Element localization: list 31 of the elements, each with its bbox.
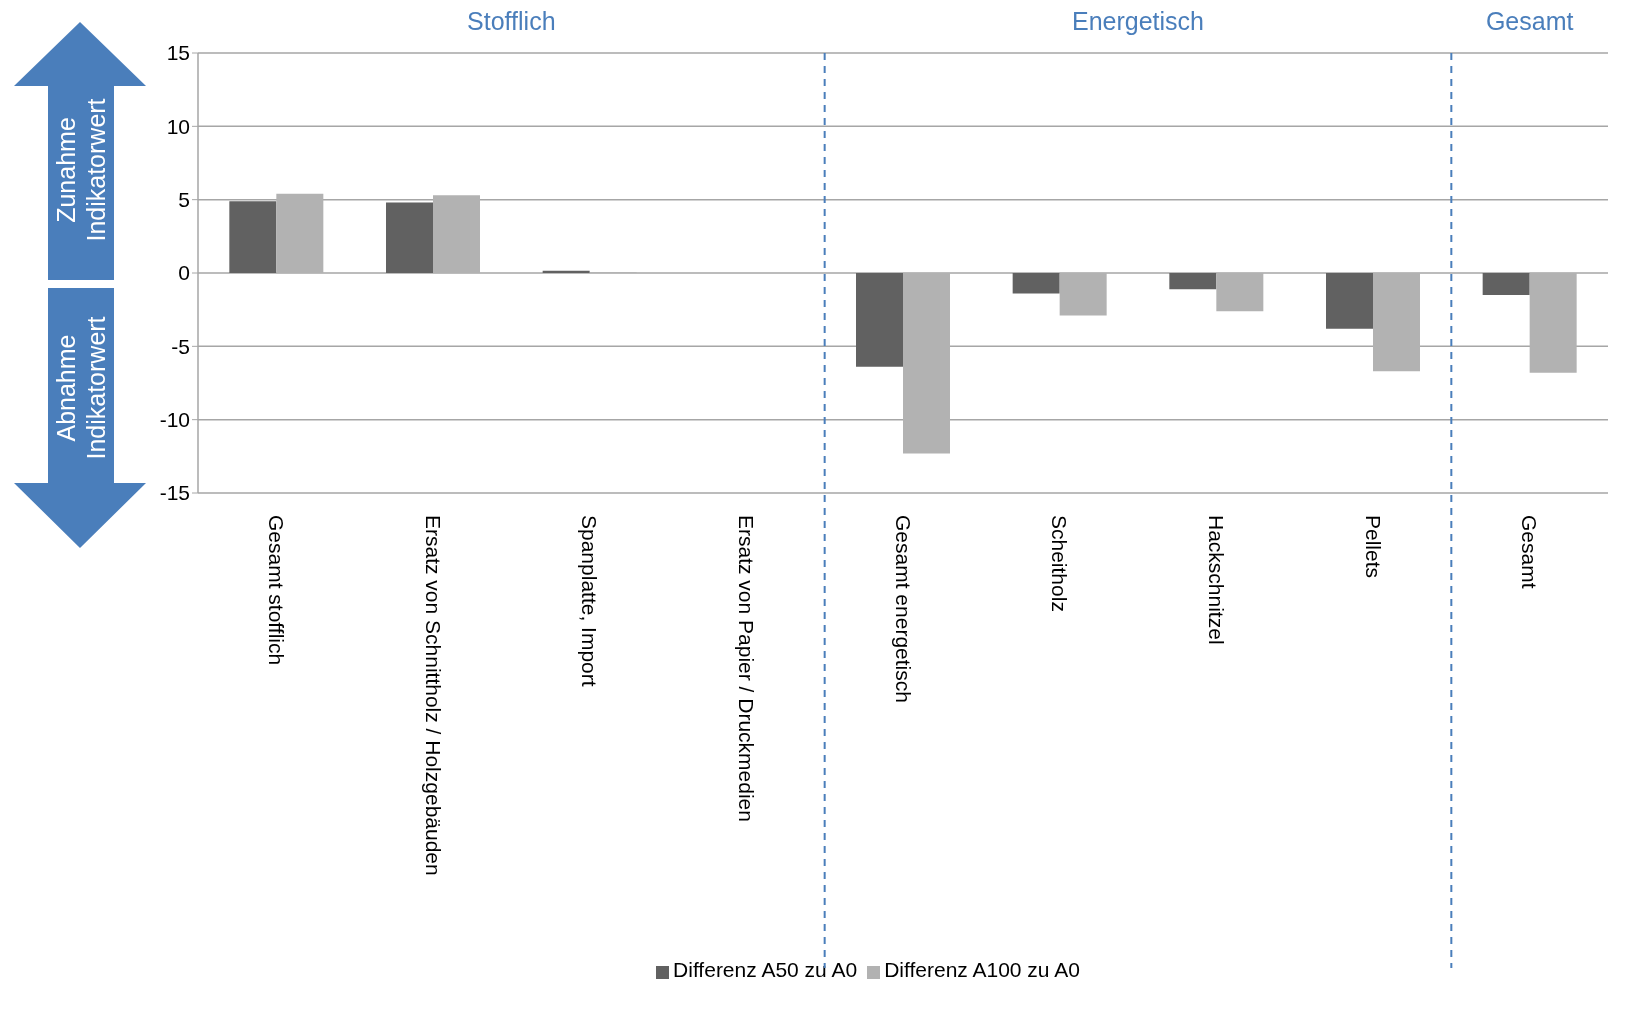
bar: [386, 202, 433, 273]
bar: [1169, 273, 1217, 290]
bar: [856, 273, 903, 367]
text: Energetisch: [1071, 7, 1205, 35]
up-arrow-icon: Zunahme Indikatorwert: [14, 22, 146, 280]
bar: [1012, 273, 1060, 294]
y-tick-label: 0: [178, 261, 190, 285]
bar: [1482, 273, 1530, 295]
text: Stofflich: [467, 7, 556, 35]
text: Gesamt: [1485, 7, 1574, 35]
bar: [542, 270, 590, 273]
x-tick-label: Scheitholz: [1048, 515, 1072, 612]
x-tick-label: Gesamt: [1518, 515, 1542, 589]
x-tick-label: Gesamt stofflich: [264, 515, 288, 666]
y-tick-label: -15: [159, 481, 190, 505]
y-tick-label: -10: [159, 408, 190, 432]
y-tick-label: 15: [166, 41, 190, 65]
legend-label: Differenz A100 zu A0: [884, 958, 1080, 981]
bar: [229, 201, 277, 273]
x-tick-label: Spanplatte, Import: [578, 515, 602, 687]
x-tick-label: Ersatz von Papier / Druckmedien: [734, 515, 758, 822]
bar: [1326, 273, 1373, 329]
y-tick-label: -5: [171, 334, 190, 358]
x-tick-label: Ersatz von Schnittholz / Holzgebäuden: [421, 515, 445, 876]
legend-label: Differenz A50 zu A0: [673, 958, 858, 981]
down-arrow-icon: Abnahme Indikatorwert: [14, 288, 146, 548]
y-tick-label: 5: [178, 188, 190, 212]
x-tick-label: Gesamt energetisch: [891, 515, 915, 703]
x-tick-label: Hackschnitzel: [1204, 515, 1228, 645]
x-tick-label: Pellets: [1361, 515, 1385, 579]
y-tick-label: 10: [166, 114, 190, 138]
